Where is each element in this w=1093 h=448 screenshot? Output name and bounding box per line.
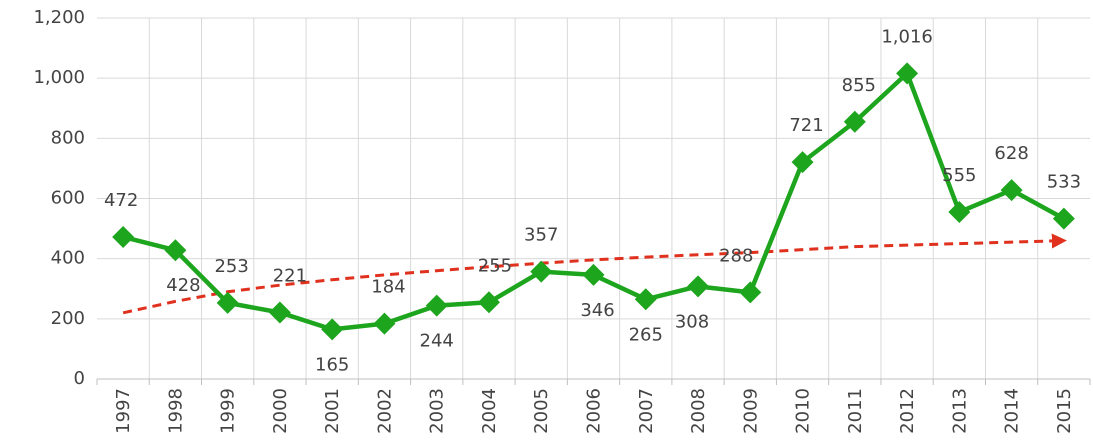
marker bbox=[268, 301, 291, 324]
data-label: 428 bbox=[166, 275, 200, 296]
data-label: 253 bbox=[214, 256, 248, 277]
data-label: 533 bbox=[1047, 172, 1081, 193]
data-label: 555 bbox=[942, 165, 976, 186]
marker bbox=[687, 275, 710, 298]
marker bbox=[1052, 207, 1075, 230]
marker bbox=[843, 110, 866, 133]
data-label: 628 bbox=[994, 143, 1028, 164]
marker bbox=[164, 239, 187, 262]
marker bbox=[582, 263, 605, 286]
marker bbox=[1000, 179, 1023, 202]
x-tick-label: 2010 bbox=[793, 388, 814, 434]
data-label: 308 bbox=[675, 311, 709, 332]
marker bbox=[948, 201, 971, 224]
y-tick-label: 600 bbox=[51, 188, 85, 209]
x-tick-label: 2015 bbox=[1054, 388, 1075, 434]
data-label: 472 bbox=[104, 190, 138, 211]
data-label: 855 bbox=[842, 75, 876, 96]
data-label: 255 bbox=[478, 255, 512, 276]
marker bbox=[216, 291, 239, 314]
trend-line bbox=[122, 233, 1067, 315]
data-label: 265 bbox=[629, 324, 663, 345]
data-label: 357 bbox=[524, 225, 558, 246]
marker bbox=[634, 288, 657, 311]
x-tick-label: 2000 bbox=[270, 388, 291, 434]
y-tick-label: 1,200 bbox=[33, 7, 85, 28]
x-tick-label: 1997 bbox=[113, 388, 134, 434]
y-tick-label: 800 bbox=[51, 127, 85, 148]
y-tick-label: 0 bbox=[74, 368, 85, 389]
marker bbox=[791, 151, 814, 174]
x-tick-label: 2001 bbox=[322, 388, 343, 434]
marker bbox=[321, 318, 344, 341]
x-tick-label: 2003 bbox=[427, 388, 448, 434]
marker bbox=[425, 294, 448, 317]
data-label: 165 bbox=[315, 354, 349, 375]
marker bbox=[112, 226, 135, 249]
data-label: 721 bbox=[789, 115, 823, 136]
y-tick-label: 1,000 bbox=[33, 67, 85, 88]
y-tick-label: 400 bbox=[51, 248, 85, 269]
x-tick-label: 2002 bbox=[374, 388, 395, 434]
x-tick-label: 2009 bbox=[740, 388, 761, 434]
x-tick-label: 2008 bbox=[688, 388, 709, 434]
data-label: 221 bbox=[273, 266, 307, 287]
marker bbox=[530, 260, 553, 283]
x-tick-label: 1998 bbox=[165, 388, 186, 434]
x-tick-label: 2013 bbox=[949, 388, 970, 434]
x-tick-label: 1999 bbox=[218, 388, 239, 434]
data-label: 1,016 bbox=[881, 26, 933, 47]
marker bbox=[739, 281, 762, 304]
marker bbox=[373, 312, 396, 335]
x-tick-label: 2011 bbox=[845, 388, 866, 434]
x-tick-label: 2007 bbox=[636, 388, 657, 434]
marker bbox=[477, 291, 500, 314]
x-tick-label: 2004 bbox=[479, 388, 500, 434]
data-label: 346 bbox=[580, 300, 614, 321]
data-label: 288 bbox=[719, 245, 753, 266]
data-label: 244 bbox=[420, 331, 454, 352]
data-label: 184 bbox=[371, 277, 405, 298]
x-tick-label: 2012 bbox=[897, 388, 918, 434]
x-tick-label: 2006 bbox=[584, 388, 605, 434]
x-tick-label: 2005 bbox=[531, 388, 552, 434]
line bbox=[122, 71, 1065, 332]
y-tick-label: 200 bbox=[51, 308, 85, 329]
x-tick-label: 2014 bbox=[1002, 388, 1023, 434]
marker bbox=[896, 62, 919, 85]
